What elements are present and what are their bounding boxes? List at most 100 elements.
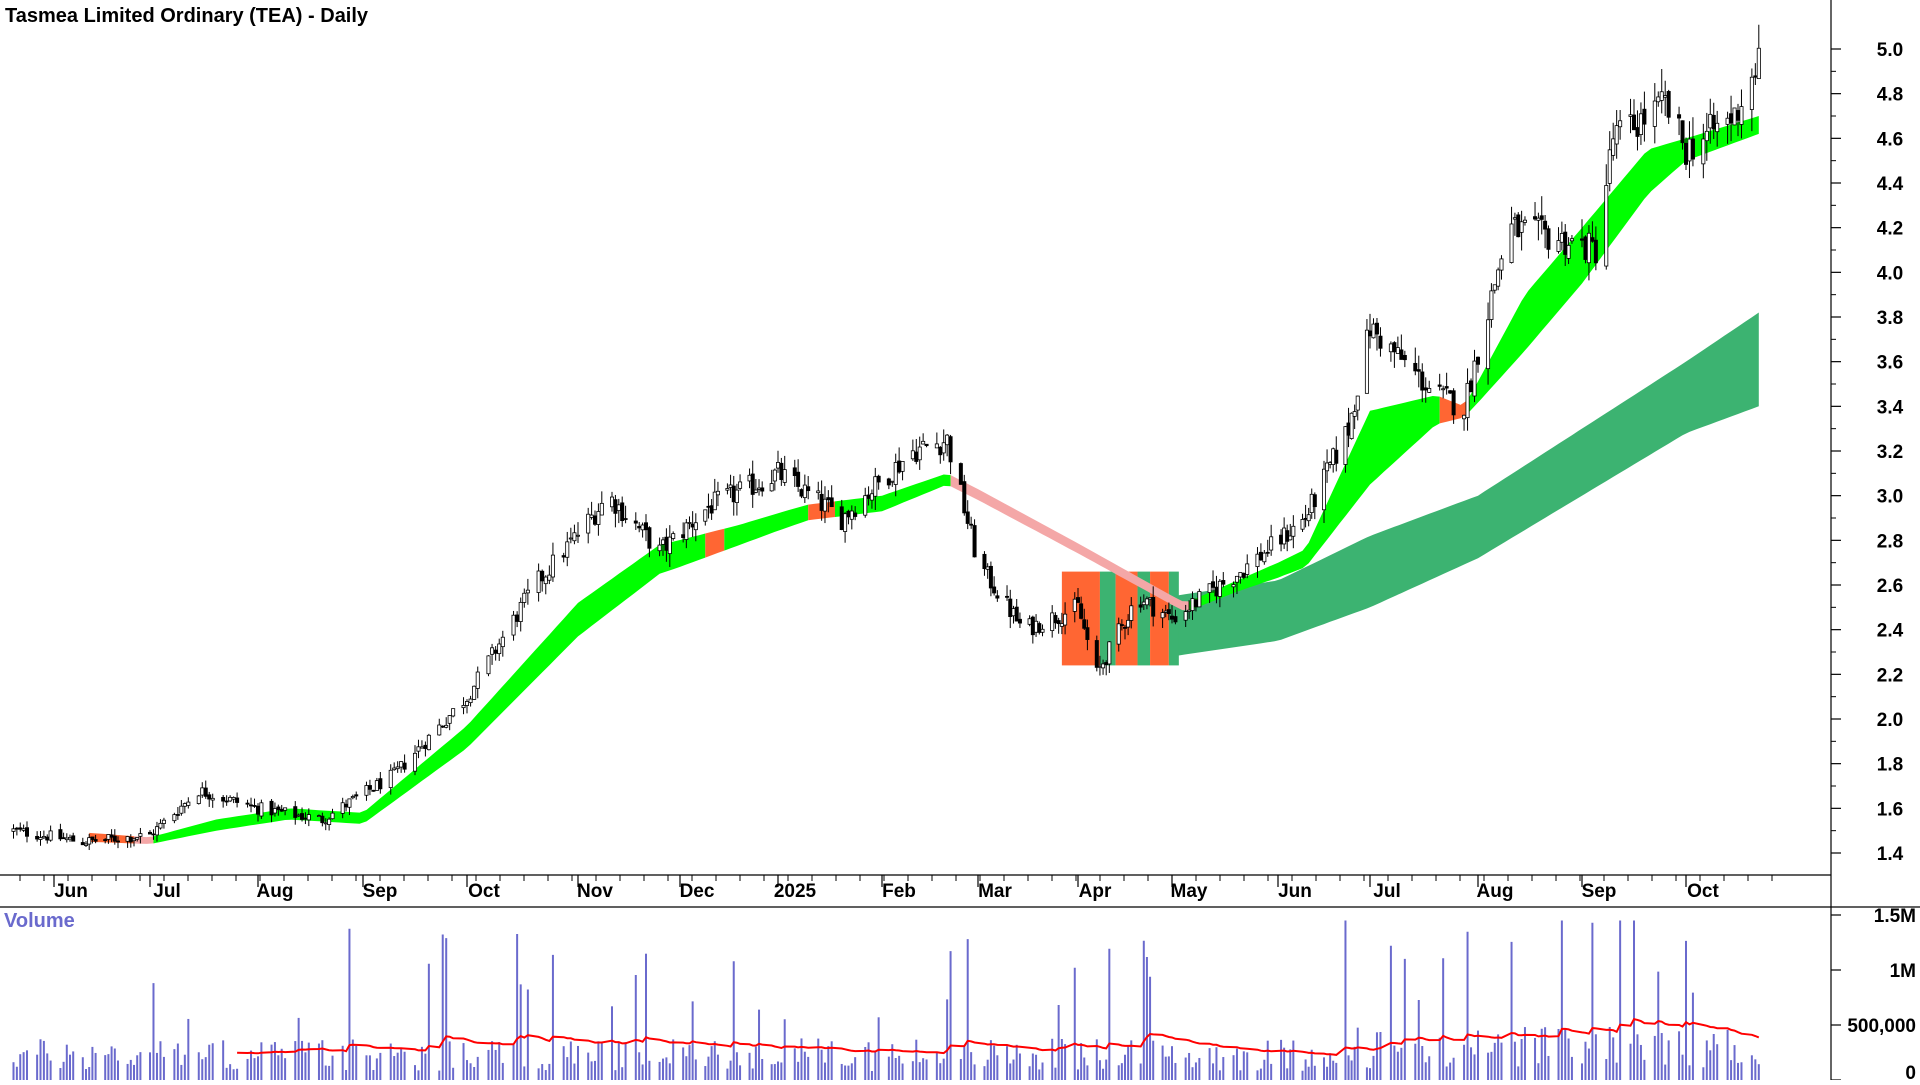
price-candle <box>11 824 16 839</box>
price-candle <box>259 799 264 819</box>
price-candle <box>210 793 215 808</box>
price-candle <box>706 493 711 519</box>
price-candle <box>1119 619 1124 631</box>
price-candle <box>1234 575 1239 595</box>
price-candle <box>58 823 63 842</box>
price-candle <box>776 450 781 473</box>
price-candle <box>1094 635 1099 672</box>
price-candle <box>586 507 591 544</box>
price-candle <box>35 831 40 842</box>
date-tick-label: Mar <box>978 881 1012 902</box>
price-candle <box>203 780 208 799</box>
price-candle <box>1677 106 1682 136</box>
price-candle <box>576 522 581 543</box>
price-candle <box>1593 226 1598 271</box>
date-tick-label: Sep <box>1582 881 1617 902</box>
price-candle <box>1604 164 1609 270</box>
price-candle <box>327 817 332 831</box>
price-tick-label: 3.4 <box>1877 397 1904 418</box>
price-candle <box>468 695 473 707</box>
price-candle <box>917 436 922 470</box>
price-candle <box>1437 373 1442 391</box>
price-candle <box>731 475 736 516</box>
price-candle <box>1392 341 1397 368</box>
price-candle <box>472 685 477 700</box>
price-candle <box>14 826 19 836</box>
price-tick-label: 4.8 <box>1877 85 1903 106</box>
price-tick-label: 4.0 <box>1877 263 1903 284</box>
price-candle <box>1486 302 1491 385</box>
price-candle <box>451 708 456 718</box>
price-candle <box>475 666 480 699</box>
price-candle <box>493 646 498 661</box>
price-candle <box>1569 235 1574 244</box>
price-candle <box>1352 404 1357 430</box>
price-candle <box>1300 513 1305 532</box>
ma-transition-block <box>1099 571 1116 666</box>
price-candle <box>1701 123 1706 179</box>
price-candle <box>1614 110 1619 159</box>
price-candle <box>1322 460 1327 524</box>
price-candle <box>982 551 987 576</box>
price-candle <box>1472 349 1477 403</box>
price-candle <box>769 469 774 492</box>
price-candle <box>186 797 191 809</box>
price-candle <box>272 802 277 817</box>
price-candle <box>684 519 689 549</box>
price-candle <box>709 499 714 520</box>
date-tick-label: 2025 <box>774 881 817 902</box>
price-candle <box>796 459 801 492</box>
price-candle <box>633 512 638 530</box>
date-tick-label: Oct <box>468 881 500 902</box>
price-candle <box>1753 63 1758 86</box>
price-candle <box>1632 99 1637 131</box>
price-candle <box>1469 378 1474 393</box>
price-candle <box>1312 492 1317 520</box>
price-candle <box>525 578 530 605</box>
price-candle <box>112 829 117 845</box>
price-candle <box>568 527 573 544</box>
price-candle <box>497 638 502 661</box>
price-candle <box>522 588 527 608</box>
price-candle <box>941 429 946 461</box>
price-candle <box>1085 619 1090 651</box>
price-candle <box>1628 98 1633 134</box>
price-candle <box>772 468 777 491</box>
price-candle <box>1690 117 1695 167</box>
price-candle <box>1197 588 1202 608</box>
price-candle <box>200 782 205 798</box>
price-candle <box>1011 605 1016 624</box>
price-candle <box>728 474 733 498</box>
price-candle <box>61 832 66 840</box>
price-candle <box>1519 210 1524 251</box>
price-candle <box>68 834 73 842</box>
price-candle <box>938 445 943 464</box>
price-candle <box>965 500 970 530</box>
long-term-ma-ribbon-segment <box>1172 312 1759 657</box>
price-candle <box>182 802 187 814</box>
volume-average-line-path <box>237 1017 1760 1056</box>
price-candle <box>802 474 807 503</box>
price-candle <box>1522 216 1527 226</box>
price-tick-label: 4.2 <box>1877 219 1903 240</box>
price-candle <box>1072 592 1077 623</box>
price-tick-label: 1.8 <box>1877 755 1903 776</box>
price-candle <box>1126 614 1131 636</box>
price-candle <box>1659 69 1664 114</box>
price-candle <box>1255 547 1260 578</box>
price-candle <box>395 761 400 773</box>
price-candle <box>893 453 898 497</box>
price-tick-label: 3.8 <box>1877 308 1903 329</box>
price-tick-label: 3.0 <box>1877 487 1903 508</box>
price-candle <box>437 718 442 736</box>
price-candle <box>45 834 50 844</box>
price-candle <box>87 833 92 851</box>
price-panel <box>11 24 1761 851</box>
price-tick-label: 2.6 <box>1877 576 1903 597</box>
price-candle <box>464 699 469 714</box>
price-candle <box>1399 334 1404 360</box>
price-candle <box>779 457 784 486</box>
price-candle <box>914 438 919 465</box>
price-candle <box>147 830 152 835</box>
price-candle <box>1586 225 1591 281</box>
